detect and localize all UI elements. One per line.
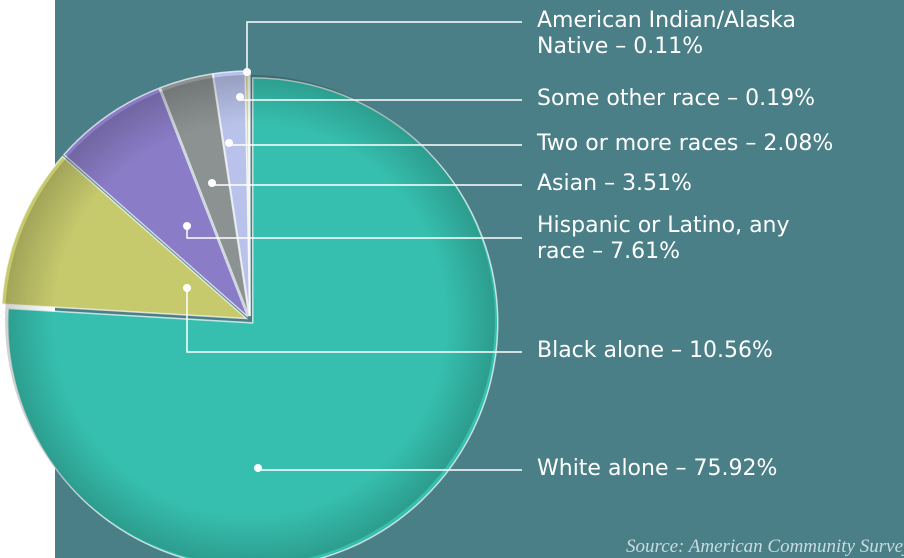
leader-line — [246, 21, 522, 72]
leader-dot — [225, 139, 233, 147]
label-separator: – — [615, 34, 627, 59]
label-name: Hispanic or Latino, any race — [537, 213, 790, 264]
label-value: 0.11% — [633, 34, 704, 59]
label-value: 0.19% — [745, 86, 816, 111]
leader-line — [186, 288, 522, 353]
leader-dot — [183, 284, 191, 292]
label-value: 2.08% — [763, 131, 834, 156]
leader-dot — [236, 93, 244, 101]
slice-label: Asian – 3.51% — [537, 171, 692, 197]
label-name: American Indian/Alaska Native — [537, 8, 796, 59]
leader-dot — [243, 68, 251, 76]
leader-dot — [183, 222, 191, 230]
label-separator: – — [727, 86, 739, 111]
label-separator: – — [675, 456, 687, 481]
label-name: Some other race — [537, 86, 721, 111]
label-name: Asian — [537, 171, 598, 196]
label-name: Two or more races — [537, 131, 739, 156]
label-separator: – — [592, 239, 604, 264]
label-name: Black alone — [537, 338, 665, 363]
slice-label: Two or more races – 2.08% — [537, 131, 833, 157]
label-name: White alone — [537, 456, 669, 481]
label-value: 3.51% — [622, 171, 692, 196]
label-value: 7.61% — [610, 239, 681, 264]
slice-label: White alone – 75.92% — [537, 456, 777, 482]
source: Source: American Community Survey — [626, 536, 904, 557]
label-value: 75.92% — [693, 456, 778, 481]
slice-label: American Indian/Alaska Native – 0.11% — [537, 8, 867, 60]
leader-dot — [254, 464, 262, 472]
label-separator: – — [745, 131, 757, 156]
slice-label: Hispanic or Latino, any race – 7.61% — [537, 213, 797, 265]
label-separator: – — [604, 171, 616, 196]
slice-label: Black alone – 10.56% — [537, 338, 773, 364]
slice-label: Some other race – 0.19% — [537, 86, 815, 112]
label-value: 10.56% — [689, 338, 773, 363]
label-separator: – — [671, 338, 683, 363]
leader-dot — [208, 179, 216, 187]
